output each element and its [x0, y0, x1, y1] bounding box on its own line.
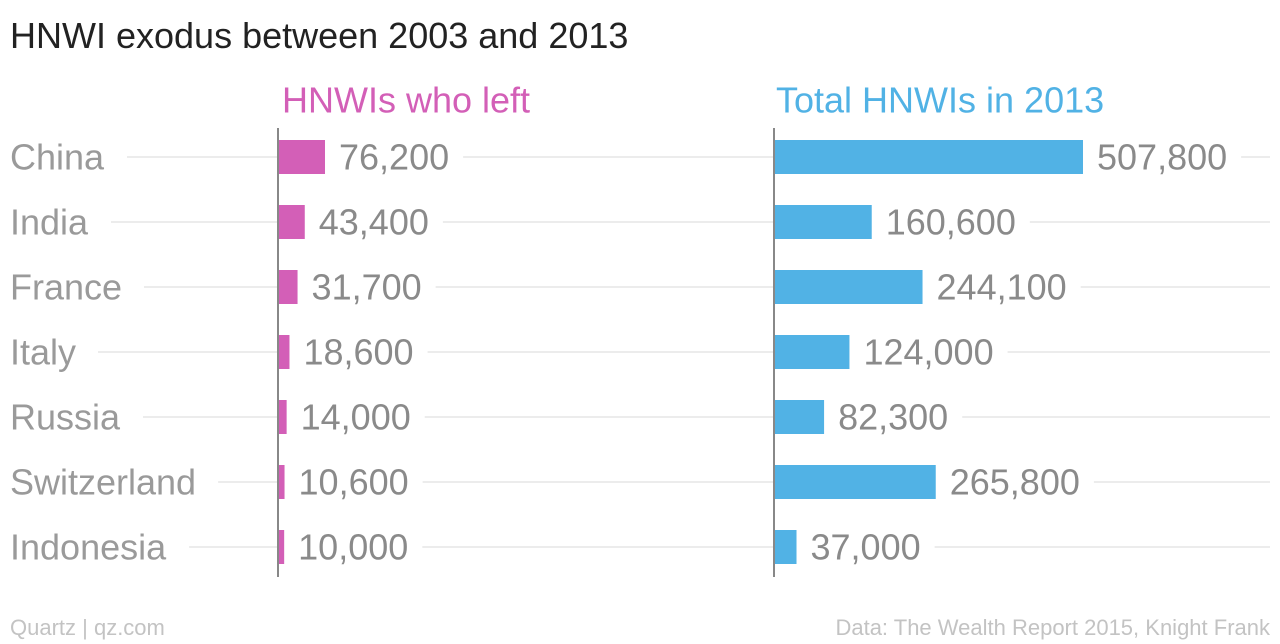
category-label-indonesia: Indonesia	[10, 527, 167, 568]
bar-total-hnwis-in-2013-russia	[774, 400, 825, 434]
category-label-france: France	[10, 267, 122, 308]
value-label-total-hnwis-in-2013-switzerland: 265,800	[950, 462, 1080, 503]
value-label-total-hnwis-in-2013-china: 507,800	[1097, 137, 1227, 178]
category-label-switzerland: Switzerland	[10, 462, 196, 503]
bar-hnwis-who-left-russia	[278, 400, 287, 434]
category-label-india: India	[10, 202, 89, 243]
value-label-total-hnwis-in-2013-india: 160,600	[886, 202, 1016, 243]
value-label-hnwis-who-left-russia: 14,000	[301, 397, 411, 438]
bar-hnwis-who-left-india	[278, 205, 305, 239]
bar-hnwis-who-left-switzerland	[278, 465, 285, 499]
series-header-hnwis-who-left: HNWIs who left	[282, 80, 530, 121]
value-label-hnwis-who-left-france: 31,700	[312, 267, 422, 308]
bar-hnwis-who-left-indonesia	[278, 530, 285, 564]
value-label-total-hnwis-in-2013-france: 244,100	[937, 267, 1067, 308]
value-label-total-hnwis-in-2013-russia: 82,300	[838, 397, 948, 438]
category-label-china: China	[10, 137, 105, 178]
value-label-hnwis-who-left-switzerland: 10,600	[299, 462, 409, 503]
value-label-hnwis-who-left-china: 76,200	[339, 137, 449, 178]
credit-line: Quartz | qz.com	[10, 615, 165, 640]
value-label-total-hnwis-in-2013-italy: 124,000	[863, 332, 993, 373]
series-header-total-hnwis-in-2013: Total HNWIs in 2013	[776, 80, 1104, 121]
bar-hnwis-who-left-china	[278, 140, 325, 174]
chart-title: HNWI exodus between 2003 and 2013	[10, 15, 629, 56]
value-label-hnwis-who-left-indonesia: 10,000	[298, 527, 408, 568]
bar-hnwis-who-left-france	[278, 270, 298, 304]
value-label-total-hnwis-in-2013-indonesia: 37,000	[811, 527, 921, 568]
bar-hnwis-who-left-italy	[278, 335, 290, 369]
bar-total-hnwis-in-2013-france	[774, 270, 923, 304]
category-label-russia: Russia	[10, 397, 121, 438]
bar-total-hnwis-in-2013-switzerland	[774, 465, 936, 499]
value-label-hnwis-who-left-india: 43,400	[319, 202, 429, 243]
bar-total-hnwis-in-2013-india	[774, 205, 872, 239]
category-label-italy: Italy	[10, 332, 76, 373]
bar-total-hnwis-in-2013-indonesia	[774, 530, 797, 564]
value-label-hnwis-who-left-italy: 18,600	[303, 332, 413, 373]
bar-total-hnwis-in-2013-italy	[774, 335, 850, 369]
source-line: Data: The Wealth Report 2015, Knight Fra…	[835, 615, 1270, 640]
bar-total-hnwis-in-2013-china	[774, 140, 1083, 174]
